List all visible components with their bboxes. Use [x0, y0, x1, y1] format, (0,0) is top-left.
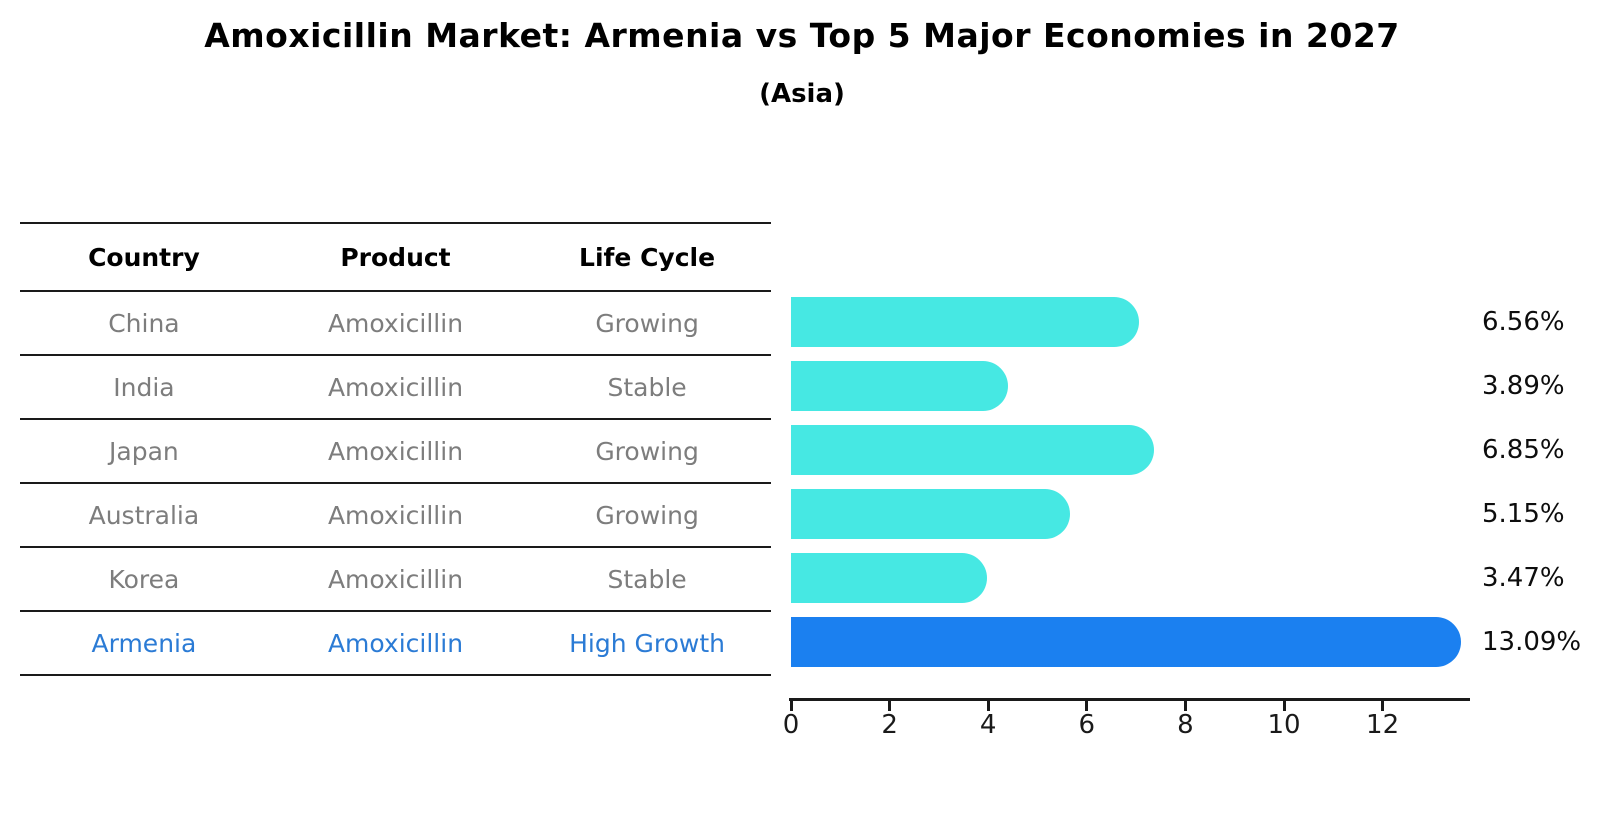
- bar-australia: [791, 489, 1070, 539]
- x-tick-label-8: 8: [1177, 710, 1194, 740]
- bar-armenia: [791, 617, 1462, 667]
- x-tick-label-0: 0: [782, 710, 800, 740]
- table-row-china: China Amoxicillin Growing: [20, 292, 771, 354]
- bar-japan: [791, 425, 1154, 475]
- table-row-rule: [20, 418, 771, 420]
- chart-subtitle: (Asia): [759, 79, 845, 109]
- table-header-row: Country Product Life Cycle: [20, 224, 771, 290]
- chart-title: Amoxicillin Market: Armenia vs Top 5 Maj…: [204, 16, 1400, 55]
- value-label-australia: 5.15%: [1482, 499, 1565, 529]
- cell-product: Amoxicillin: [327, 372, 464, 402]
- cell-product: Amoxicillin: [327, 628, 464, 658]
- cell-product: Amoxicillin: [327, 500, 464, 530]
- table-row-rule: [20, 610, 771, 612]
- table-row-india: India Amoxicillin Stable: [20, 356, 771, 418]
- cell-life-cycle: Growing: [595, 308, 699, 338]
- table-header-product: Product: [340, 242, 451, 272]
- table-row-rule: [20, 674, 771, 676]
- x-tick-mark-12: [1381, 701, 1385, 711]
- cell-product: Amoxicillin: [327, 564, 464, 594]
- cell-life-cycle: Growing: [595, 500, 699, 530]
- x-tick-label-2: 2: [881, 710, 898, 740]
- table-row-japan: Japan Amoxicillin Growing: [20, 420, 771, 482]
- x-tick-mark-2: [888, 701, 892, 711]
- x-tick-mark-6: [1085, 701, 1089, 711]
- table-row-rule: [20, 546, 771, 548]
- x-tick-label-6: 6: [1078, 710, 1096, 740]
- bar-china: [791, 297, 1140, 347]
- x-tick-mark-0: [789, 701, 793, 711]
- value-label-india: 3.89%: [1482, 371, 1565, 401]
- x-tick-label-4: 4: [979, 710, 997, 740]
- cell-life-cycle: High Growth: [569, 628, 726, 658]
- value-label-korea: 3.47%: [1482, 563, 1565, 593]
- table-row-rule: [20, 354, 771, 356]
- table-row-armenia: Armenia Amoxicillin High Growth: [20, 612, 771, 674]
- table-row-korea: Korea Amoxicillin Stable: [20, 548, 771, 610]
- value-label-japan: 6.85%: [1482, 435, 1565, 465]
- cell-life-cycle: Growing: [595, 436, 699, 466]
- cell-country: Australia: [88, 500, 200, 530]
- x-tick-label-10: 10: [1267, 710, 1301, 740]
- table-top-rule: [20, 222, 771, 224]
- table-header-country: Country: [88, 242, 200, 272]
- table-header-life-cycle: Life Cycle: [579, 242, 716, 272]
- cell-product: Amoxicillin: [327, 436, 464, 466]
- cell-country: Japan: [109, 436, 179, 466]
- cell-product: Amoxicillin: [327, 308, 464, 338]
- cell-life-cycle: Stable: [607, 372, 687, 402]
- cell-country: India: [113, 372, 175, 402]
- cell-country: Korea: [108, 564, 180, 594]
- bar-korea: [791, 553, 988, 603]
- x-tick-mark-4: [986, 701, 990, 711]
- table-row-australia: Australia Amoxicillin Growing: [20, 484, 771, 546]
- x-tick-mark-8: [1183, 701, 1187, 711]
- bar-india: [791, 361, 1008, 411]
- x-tick-mark-10: [1282, 701, 1286, 711]
- x-tick-label-12: 12: [1366, 710, 1400, 740]
- value-label-china: 6.56%: [1482, 307, 1565, 337]
- cell-life-cycle: Stable: [607, 564, 687, 594]
- x-axis-line: [789, 698, 1470, 701]
- table-row-rule: [20, 482, 771, 484]
- cell-country: Armenia: [91, 628, 197, 658]
- cell-country: China: [108, 308, 180, 338]
- table-header-rule: [20, 290, 771, 292]
- value-label-armenia: 13.09%: [1482, 627, 1582, 657]
